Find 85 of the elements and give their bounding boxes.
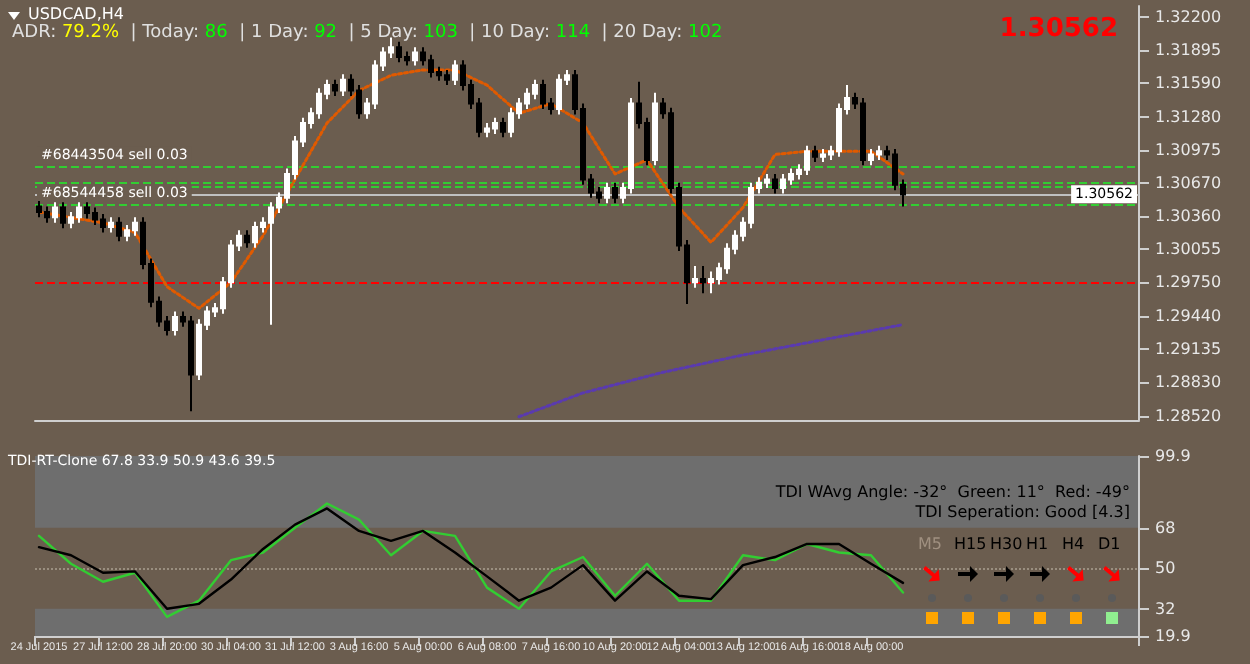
y-tick-label: 68: [1155, 518, 1176, 537]
candlestick: [868, 148, 874, 167]
annotation: 1.30562: [999, 14, 1119, 44]
candlestick: [76, 201, 82, 224]
y-tick-label: 1.31895: [1155, 40, 1222, 59]
candlestick: [124, 223, 130, 243]
annotation: | 10 Day: 114: [469, 23, 591, 43]
candlestick: [772, 172, 778, 195]
candlestick: [116, 216, 122, 243]
candlestick: [876, 144, 882, 161]
candlestick: [60, 201, 66, 230]
y-tick-label: 1.29135: [1155, 340, 1222, 359]
y-tick-label: 1.30360: [1155, 207, 1222, 226]
candlestick: [404, 50, 410, 67]
candlestick: [52, 201, 58, 224]
candlestick: [68, 210, 74, 230]
y-tick-label: 1.29750: [1155, 273, 1222, 292]
candlestick: [628, 97, 634, 195]
candlestick: [252, 220, 258, 249]
line-series: [37, 68, 905, 310]
candlestick: [188, 314, 194, 413]
candlestick: [556, 73, 562, 116]
candlestick: [340, 73, 346, 97]
y-tick-label: 1.28830: [1155, 373, 1222, 392]
candlestick: [36, 200, 42, 219]
annotation: H1: [1026, 535, 1049, 553]
annotation: | 20 Day: 102: [601, 23, 723, 43]
y-tick-label: 1.30670: [1155, 173, 1222, 192]
candlestick: [396, 40, 402, 64]
y-tick-label: 1.29440: [1155, 306, 1222, 325]
candlestick: [412, 46, 418, 67]
y-tick-label: 1.28520: [1155, 406, 1222, 425]
candlestick: [652, 91, 658, 167]
candlestick: [532, 78, 538, 101]
annotation: | 1 Day: 92: [239, 23, 338, 43]
candlestick: [820, 148, 826, 164]
candlestick: [484, 122, 490, 139]
candlestick: [428, 53, 434, 79]
candlestick: [500, 116, 506, 139]
candlestick: [132, 216, 138, 237]
candlestick: [44, 205, 50, 224]
candlestick: [812, 144, 818, 164]
candlestick: [804, 144, 810, 177]
candlestick: [860, 97, 866, 167]
annotation: D1: [1098, 535, 1121, 553]
y-tick-label: 1.30055: [1155, 240, 1222, 259]
annotation: H4: [1062, 535, 1085, 553]
candlestick: [780, 172, 786, 195]
y-tick-label: 1.32200: [1155, 7, 1222, 26]
y-tick-label: 99.9: [1155, 447, 1191, 465]
candlestick: [244, 229, 250, 249]
candlestick: [332, 78, 338, 97]
candlestick: [100, 213, 106, 234]
chart-title: USDCAD,H4: [28, 5, 124, 23]
candlestick: [764, 172, 770, 190]
annotation: H15: [954, 535, 987, 553]
candlestick: [692, 265, 698, 289]
candlestick: [452, 59, 458, 87]
y-tick-label: 1.31590: [1155, 73, 1222, 92]
candlestick: [492, 116, 498, 135]
candlestick: [92, 206, 98, 226]
annotation: | 5 Day: 103: [348, 23, 458, 43]
candlestick: [700, 265, 706, 295]
y-tick-label: 50: [1155, 559, 1176, 578]
y-tick-label: 32: [1155, 599, 1176, 618]
candlestick: [540, 78, 546, 110]
y-tick-label: 1.30975: [1155, 140, 1222, 159]
candlestick: [508, 106, 514, 139]
candlestick: [316, 87, 322, 120]
candlestick: [788, 167, 794, 186]
y-tick-label: 19.9: [1155, 627, 1191, 645]
candlestick: [612, 181, 618, 205]
line-series: [517, 323, 905, 419]
candlestick: [708, 270, 714, 295]
annotation: ADR: 79.2%: [12, 23, 120, 43]
annotation: TDI WAvg Angle: -32° Green: 11° Red: -49°: [773, 483, 1130, 501]
candlestick: [84, 201, 90, 220]
candlestick: [444, 68, 450, 87]
candlestick: [604, 181, 610, 205]
annotation: | Today: 86: [130, 23, 229, 43]
candlestick: [108, 216, 114, 234]
annotation: H30: [990, 535, 1023, 553]
candlestick: [172, 310, 178, 337]
y-tick-label: 1.31280: [1155, 107, 1222, 126]
annotation: TDI Seperation: Good [4.3]: [913, 503, 1131, 521]
